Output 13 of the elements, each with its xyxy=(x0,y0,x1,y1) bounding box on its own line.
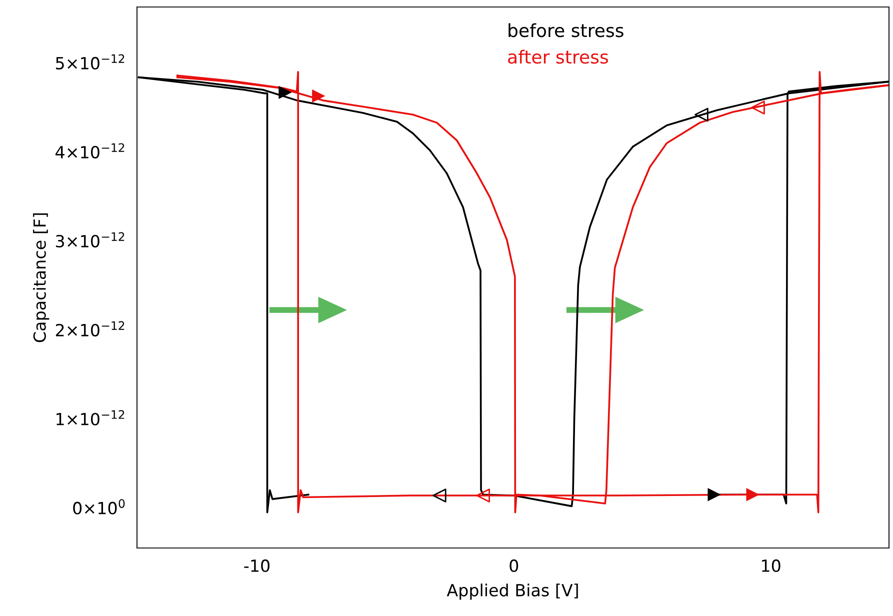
y-tick-label: 5×10$^{−12}$ xyxy=(56,54,124,70)
y-tick-label: 1×10$^{−12}$ xyxy=(56,410,124,426)
x-tick-label: -10 xyxy=(244,559,270,572)
y-tick-label: 3×10$^{−12}$ xyxy=(56,232,124,248)
x-axis-title: Applied Bias [V] xyxy=(446,584,578,600)
x-tick-label: 0 xyxy=(510,559,518,572)
y-axis-title: Capacitance [F] xyxy=(33,213,50,342)
y-tick-label: 4×10$^{−12}$ xyxy=(56,143,124,158)
y-tick-label: 2×10$^{−12}$ xyxy=(56,321,124,336)
text: after stress xyxy=(508,50,608,64)
x-tick-label: 10 xyxy=(762,559,780,572)
text: before stress xyxy=(508,23,624,38)
y-tick-label: 0×10$^{0}$ xyxy=(73,499,125,514)
